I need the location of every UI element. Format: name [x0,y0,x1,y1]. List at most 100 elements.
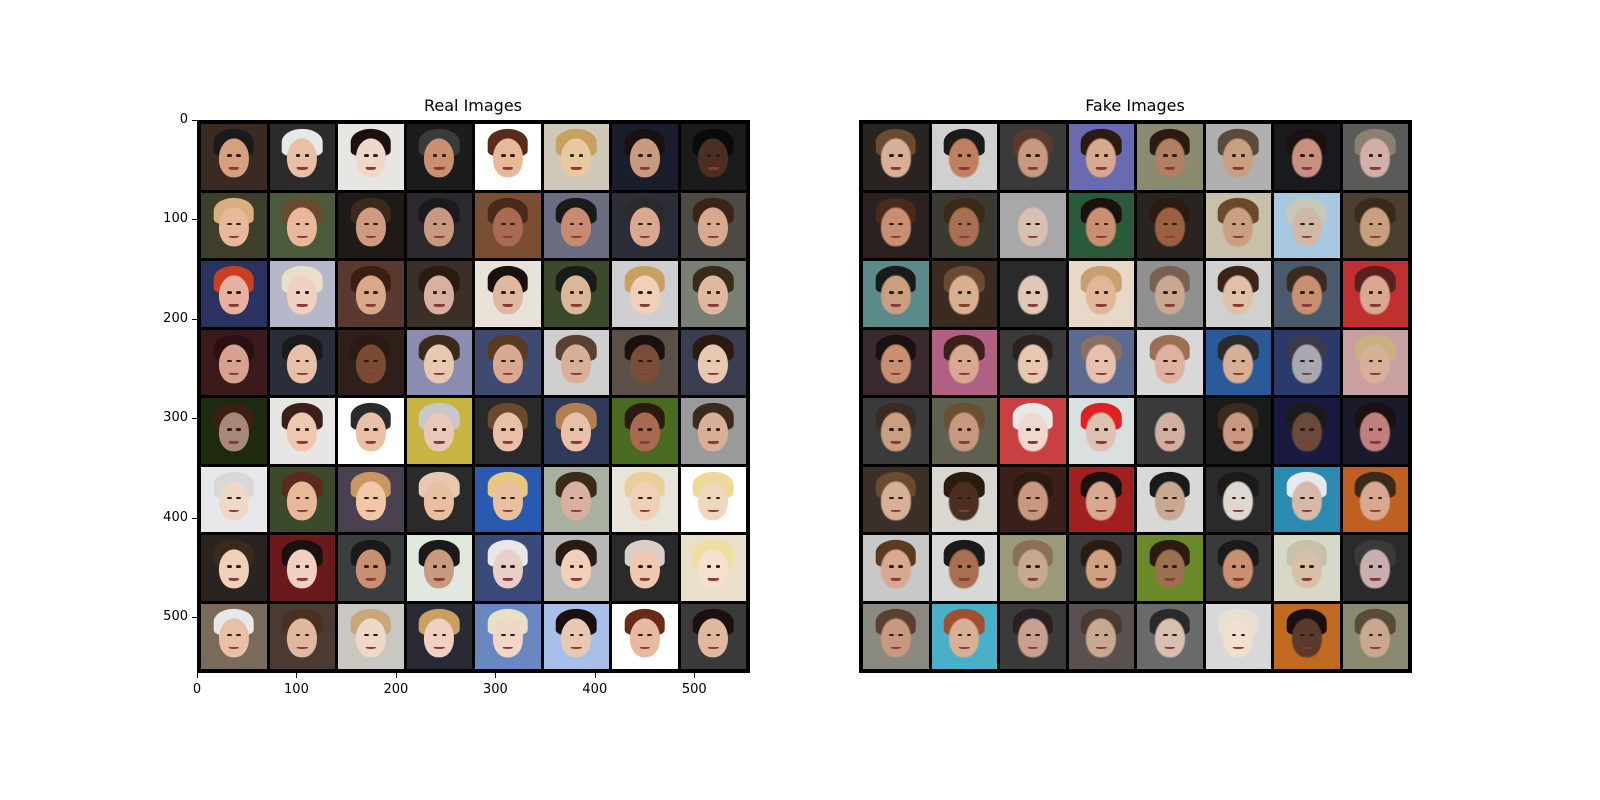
right-eye [441,428,447,431]
right-eye [1172,222,1177,226]
mouth [639,509,650,513]
real-face-tile [612,124,678,190]
mouth [1096,372,1107,376]
fake-face-tile [1068,192,1134,258]
real-face-tile [680,603,746,669]
x-tick-label: 100 [284,682,309,697]
face-shape [287,412,318,452]
left-eye [1163,633,1168,637]
face-shape [424,206,455,247]
left-eye [889,496,894,500]
face-shape [1017,549,1048,589]
fake-face-tile [863,261,929,327]
left-eye [706,154,712,157]
mouth [1096,578,1107,581]
mouth [434,509,445,513]
right-eye [236,154,241,157]
right-eye [1240,359,1246,363]
fake-face-tile [1068,398,1134,464]
right-eye [578,359,584,363]
right-eye [1103,496,1109,500]
x-tick-label: 0 [192,682,202,697]
right-eye [715,359,721,363]
right-eye [715,428,721,431]
right-eye [1172,154,1177,157]
face-shape [287,206,318,247]
right-eye [966,428,972,431]
left-eye [1163,154,1168,157]
left-eye [638,154,643,157]
left-eye [1368,633,1374,637]
left-eye [501,291,506,294]
real-face-tile [612,329,678,395]
real-face-tile [406,535,472,601]
real-face-tile [680,192,746,258]
fake-face-tile [863,535,929,601]
face-shape [1223,412,1254,452]
left-eye [432,291,438,294]
left-eye [1026,291,1031,294]
right-eye [647,222,652,226]
real-face-tile [612,261,678,327]
right-eye [236,359,241,363]
mouth [228,646,239,650]
mouth [365,509,376,513]
y-tick-label: 400 [163,509,188,525]
mouth [571,235,582,239]
face-shape [1086,412,1117,452]
real-face-tile [406,398,472,464]
right-eye [578,154,584,157]
face-shape [561,275,592,315]
face-shape [629,275,660,315]
mouth [228,441,239,444]
left-eye [1163,291,1168,294]
right-eye [1103,565,1109,568]
fake-face-tile [1137,192,1203,258]
y-tick-mark [192,219,197,221]
y-tick-label: 0 [179,112,188,127]
real-face-tile [475,466,541,532]
mouth [708,441,719,444]
mouth [571,372,582,376]
right-eye [441,359,447,363]
fake-face-tile [1205,603,1271,669]
face-shape [880,549,911,589]
left-eye [638,291,643,294]
face-shape [1291,138,1322,178]
real-face-tile [475,535,541,601]
face-shape [949,343,980,384]
right-eye [578,633,584,637]
face-shape [880,617,911,658]
face-shape [1086,138,1117,178]
y-tick-mark [192,617,197,619]
right-eye [1240,428,1246,431]
left-eye [638,496,643,500]
right-eye [236,496,241,500]
face-shape [287,549,318,589]
face-shape [424,549,455,589]
face-shape [1223,275,1254,315]
left-eye [227,428,232,431]
face-shape [1154,138,1185,178]
mouth [502,235,513,239]
y-tick-mark [192,517,197,519]
left-eye [364,291,369,294]
left-eye [501,565,506,568]
real-face-tile [338,398,404,464]
face-shape [949,138,980,178]
real-face-tile [475,398,541,464]
left-eye [1094,359,1100,363]
right-eye [1377,291,1383,294]
left-eye [1231,428,1237,431]
face-shape [355,412,386,452]
real-face-tile [543,466,609,532]
left-eye [432,359,438,363]
mouth [365,372,376,376]
right-eye [715,154,721,157]
right-eye [510,222,515,226]
face-shape [218,617,249,658]
mouth [959,578,970,581]
right-eye [510,565,515,568]
right-eye [441,154,447,157]
right-eye [1240,291,1246,294]
